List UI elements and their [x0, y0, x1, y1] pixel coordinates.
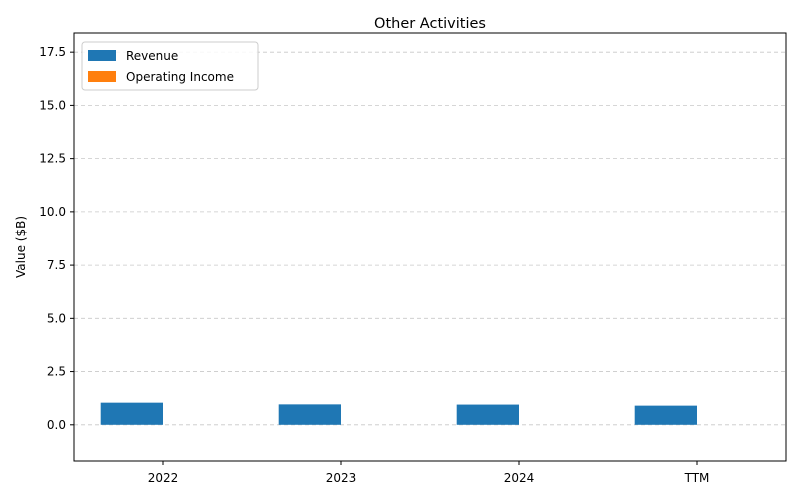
x-tick-label: 2023: [326, 471, 357, 485]
legend-box: [81, 41, 259, 91]
y-tick-label: 17.5: [39, 45, 66, 59]
x-axis: 2022 2023 2024 TTM: [148, 461, 710, 485]
y-axis: 0.0 2.5 5.0 7.5 10.0 12.5 15.0 17.5: [39, 45, 74, 432]
legend-label-revenue: Revenue: [126, 49, 178, 63]
y-tick-label: 10.0: [39, 205, 66, 219]
y-tick-label: 12.5: [39, 152, 66, 166]
y-tick-label: 2.5: [47, 365, 66, 379]
bar-revenue-2024: [456, 404, 519, 425]
bar-revenue-ttm: [634, 405, 697, 425]
legend: Revenue Operating Income: [81, 41, 259, 91]
legend-swatch-revenue: [88, 50, 116, 61]
bar-revenue-2023: [278, 404, 341, 425]
legend-swatch-operating-income: [88, 71, 116, 82]
y-axis-label: Value ($B): [14, 216, 28, 278]
chart-title: Other Activities: [374, 16, 486, 32]
grid-lines: [74, 51, 786, 426]
x-tick-label: 2022: [148, 471, 179, 485]
y-tick-label: 7.5: [47, 258, 66, 272]
y-tick-label: 5.0: [47, 311, 66, 325]
x-tick-label: TTM: [684, 471, 710, 485]
y-tick-label: 0.0: [47, 418, 66, 432]
x-tick-label: 2024: [504, 471, 535, 485]
y-tick-label: 15.0: [39, 98, 66, 112]
bar-revenue-2022: [100, 402, 163, 425]
legend-label-operating-income: Operating Income: [126, 70, 234, 84]
bars-group: [100, 402, 697, 425]
plot-frame: [73, 32, 787, 462]
